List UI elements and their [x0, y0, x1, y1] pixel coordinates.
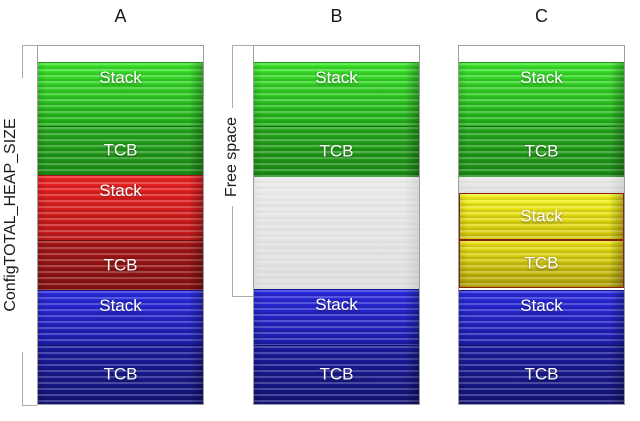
task3-stack-block: Stack	[38, 290, 203, 345]
heap-size-label: ConfigTOTAL_HEAP_SIZE	[2, 118, 19, 312]
task2-stack-block: Stack	[38, 175, 203, 240]
task2-new-tcb-block: TCB	[459, 240, 624, 288]
column-c: C Stack TCB Stack TCB Stack TCB	[458, 0, 625, 421]
bracket-cap-top	[22, 45, 37, 46]
task3-tcb-block: TCB	[38, 345, 203, 404]
task1-stack-block: Stack	[38, 62, 203, 126]
task3-stack-label: Stack	[99, 296, 142, 315]
bracket-line-top	[232, 45, 233, 108]
task1-stack-label: Stack	[315, 68, 358, 87]
task3-tcb-block: TCB	[254, 345, 419, 404]
task3-stack-block: Stack	[254, 289, 419, 345]
bracket-line-bottom	[232, 206, 233, 297]
task3-stack-label: Stack	[520, 296, 563, 315]
free-space-label: Free space	[223, 116, 240, 198]
free-space-block	[254, 177, 419, 289]
task2-tcb-block: TCB	[38, 240, 203, 290]
column-b-title: B	[330, 6, 343, 26]
bracket-line-top	[22, 45, 23, 78]
task1-tcb-label: TCB	[319, 141, 354, 161]
task1-tcb-block: TCB	[254, 126, 419, 177]
task2-new-stack-label: Stack	[520, 206, 563, 226]
task3-tcb-block: TCB	[459, 345, 624, 404]
column-c-heap-box: Stack TCB Stack TCB Stack TCB	[458, 45, 625, 405]
column-a: A Stack TCB Stack TCB Stack TCB	[37, 0, 204, 421]
task3-tcb-label: TCB	[524, 364, 559, 384]
free-gap-block	[459, 177, 624, 193]
task1-tcb-label: TCB	[103, 140, 138, 160]
task3-tcb-label: TCB	[103, 364, 138, 384]
task1-stack-label: Stack	[99, 68, 142, 87]
task2-tcb-label: TCB	[103, 255, 138, 275]
task2-new-tcb-label: TCB	[524, 253, 559, 273]
bracket-line-bottom	[22, 352, 23, 406]
column-b-heap-box: Stack TCB Stack TCB	[253, 45, 420, 405]
task1-tcb-label: TCB	[524, 141, 559, 161]
task1-tcb-block: TCB	[459, 126, 624, 177]
task2-new-stack-block: Stack	[459, 193, 624, 240]
bracket-cap-bottom	[232, 296, 253, 297]
column-b: B Stack TCB Stack TCB	[253, 0, 420, 421]
bracket-cap-top	[232, 45, 253, 46]
column-a-heap-box: Stack TCB Stack TCB Stack TCB	[37, 45, 204, 405]
task3-tcb-label: TCB	[319, 364, 354, 384]
task2-stack-label: Stack	[99, 181, 142, 200]
task1-stack-block: Stack	[459, 62, 624, 126]
bracket-cap-bottom	[22, 405, 37, 406]
column-a-title: A	[114, 6, 127, 26]
task1-tcb-block: TCB	[38, 126, 203, 175]
column-c-title: C	[535, 6, 548, 26]
task3-stack-block: Stack	[459, 290, 624, 345]
task1-stack-block: Stack	[254, 62, 419, 126]
task3-stack-label: Stack	[315, 295, 358, 314]
task1-stack-label: Stack	[520, 68, 563, 87]
